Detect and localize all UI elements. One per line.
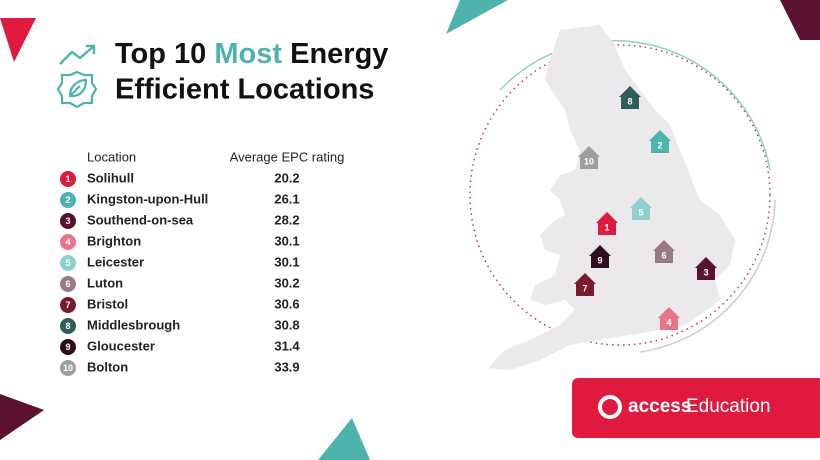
rank-badge bbox=[60, 213, 76, 229]
decor-arc bbox=[499, 40, 771, 171]
location: Solihull bbox=[87, 170, 134, 185]
marker-rank: 2 bbox=[657, 140, 662, 150]
map-marker bbox=[630, 197, 652, 220]
map-shape bbox=[488, 25, 735, 370]
rank: 4 bbox=[65, 237, 70, 247]
title: Top 10 Most Energy bbox=[115, 38, 388, 70]
logo-box bbox=[572, 378, 820, 438]
leaf-icon bbox=[56, 70, 98, 109]
title-highlight: Most bbox=[214, 38, 282, 70]
location: Luton bbox=[87, 275, 123, 290]
rank-badge bbox=[60, 255, 76, 271]
marker-rank: 6 bbox=[661, 250, 666, 260]
location: Bolton bbox=[87, 359, 128, 374]
map-marker bbox=[596, 212, 618, 235]
logo-brand: access bbox=[628, 396, 691, 417]
map-marker bbox=[574, 273, 596, 296]
rank-badge bbox=[60, 360, 76, 376]
rank-badge bbox=[60, 192, 76, 208]
location: Middlesbrough bbox=[87, 317, 180, 332]
decor-triangle bbox=[0, 18, 36, 62]
decor-triangle bbox=[318, 418, 370, 460]
location: Brighton bbox=[87, 233, 141, 248]
rank: 5 bbox=[65, 258, 70, 268]
location: Leicester bbox=[87, 254, 144, 269]
map-marker bbox=[695, 257, 717, 280]
decor-triangle bbox=[0, 394, 44, 440]
map-marker bbox=[658, 307, 680, 330]
rating: 31.4 bbox=[274, 338, 300, 353]
rating: 30.1 bbox=[274, 233, 299, 248]
marker-rank: 10 bbox=[584, 156, 594, 166]
map-marker bbox=[589, 245, 611, 268]
decor-ring bbox=[469, 44, 771, 346]
rating: 30.8 bbox=[274, 317, 299, 332]
rank-badge bbox=[60, 318, 76, 334]
map: 1 2 3 4 5 6 7 8 9 10 bbox=[469, 25, 776, 370]
rank: 2 bbox=[65, 195, 70, 205]
column-header: Average EPC rating bbox=[230, 149, 345, 164]
marker-rank: 4 bbox=[666, 317, 671, 327]
rank: 10 bbox=[63, 363, 73, 373]
rank: 9 bbox=[65, 342, 70, 352]
location: Kingston-upon-Hull bbox=[87, 191, 208, 206]
rank: 1 bbox=[65, 174, 70, 184]
marker-rank: 5 bbox=[638, 207, 643, 217]
rating: 30.2 bbox=[274, 275, 299, 290]
rating: 30.1 bbox=[274, 254, 299, 269]
map-marker bbox=[649, 130, 671, 153]
marker-rank: 3 bbox=[703, 267, 708, 277]
rating: 30.6 bbox=[274, 296, 299, 311]
rank-badge bbox=[60, 297, 76, 313]
map-marker bbox=[619, 86, 641, 109]
rating: 20.2 bbox=[274, 170, 299, 185]
location: Bristol bbox=[87, 296, 128, 311]
marker-rank: 8 bbox=[627, 96, 632, 106]
logo: access Education bbox=[572, 378, 820, 438]
marker-rank: 9 bbox=[597, 255, 602, 265]
rank-badge bbox=[60, 171, 76, 187]
rating: 33.9 bbox=[274, 359, 299, 374]
location: Southend-on-sea bbox=[87, 212, 194, 227]
title-part: Top 10 bbox=[115, 38, 206, 70]
column-header: Location bbox=[87, 149, 136, 164]
title: Efficient Locations bbox=[115, 74, 374, 106]
marker-rank: 7 bbox=[582, 283, 587, 293]
logo-product: Education bbox=[686, 396, 771, 417]
decor-triangle bbox=[780, 0, 820, 40]
rank: 3 bbox=[65, 216, 70, 226]
rank-badge bbox=[60, 339, 76, 355]
map-marker bbox=[653, 240, 675, 263]
title-part: Energy bbox=[290, 38, 388, 70]
decor-triangle bbox=[446, 0, 508, 34]
rank: 7 bbox=[65, 300, 70, 310]
decor-arc bbox=[639, 199, 776, 353]
logo-icon bbox=[598, 395, 622, 419]
location: Gloucester bbox=[87, 338, 155, 353]
rank-badge bbox=[60, 276, 76, 292]
rank: 8 bbox=[65, 321, 70, 331]
rating: 26.1 bbox=[274, 191, 299, 206]
rank: 6 bbox=[65, 279, 70, 289]
map-marker bbox=[578, 146, 600, 169]
trend-icon bbox=[59, 44, 96, 65]
rank-badge bbox=[60, 234, 76, 250]
marker-rank: 1 bbox=[604, 222, 609, 232]
rating: 28.2 bbox=[274, 212, 299, 227]
